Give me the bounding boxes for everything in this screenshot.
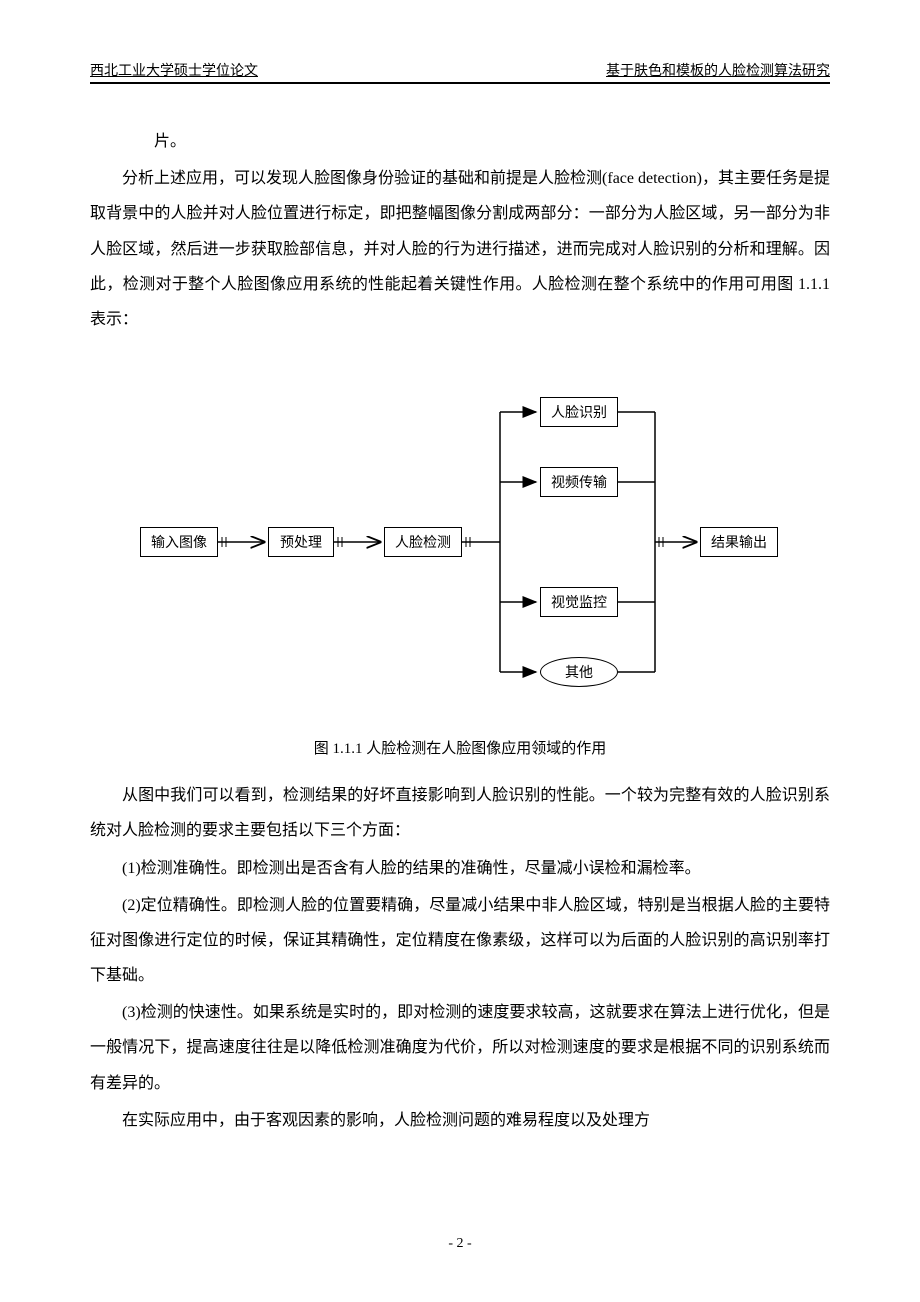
body-lower: 从图中我们可以看到，检测结果的好坏直接影响到人脸识别的性能。一个较为完整有效的人… [90,778,830,1138]
para-fragment: 片。 [90,124,830,159]
para-2: 从图中我们可以看到，检测结果的好坏直接影响到人脸识别的性能。一个较为完整有效的人… [90,778,830,848]
page-header: 西北工业大学硕士学位论文 基于肤色和模板的人脸检测算法研究 [90,60,830,84]
node-detect: 人脸检测 [384,527,462,557]
para-6: 在实际应用中，由于客观因素的影响，人脸检测问题的难易程度以及处理方 [90,1103,830,1138]
figure-caption: 图 1.1.1 人脸检测在人脸图像应用领域的作用 [90,737,830,758]
node-output: 结果输出 [700,527,778,557]
para-5: (3)检测的快速性。如果系统是实时的，即对检测的速度要求较高，这就要求在算法上进… [90,995,830,1101]
node-pre: 预处理 [268,527,334,557]
body-upper: 片。 分析上述应用，可以发现人脸图像身份验证的基础和前提是人脸检测(face d… [90,124,830,337]
flowchart: 输入图像 预处理 人脸检测 人脸识别 视频传输 视觉监控 其他 结果输出 [140,377,780,707]
header-right: 基于肤色和模板的人脸检测算法研究 [606,60,830,80]
node-other: 其他 [540,657,618,687]
para-1: 分析上述应用，可以发现人脸图像身份验证的基础和前提是人脸检测(face dete… [90,161,830,337]
header-left: 西北工业大学硕士学位论文 [90,60,258,80]
para-3: (1)检测准确性。即检测出是否含有人脸的结果的准确性，尽量减小误检和漏检率。 [90,851,830,886]
node-video: 视频传输 [540,467,618,497]
node-input: 输入图像 [140,527,218,557]
para-4: (2)定位精确性。即检测人脸的位置要精确，尽量减小结果中非人脸区域，特别是当根据… [90,888,830,994]
node-recog: 人脸识别 [540,397,618,427]
page-number: - 2 - [448,1236,471,1252]
node-monitor: 视觉监控 [540,587,618,617]
